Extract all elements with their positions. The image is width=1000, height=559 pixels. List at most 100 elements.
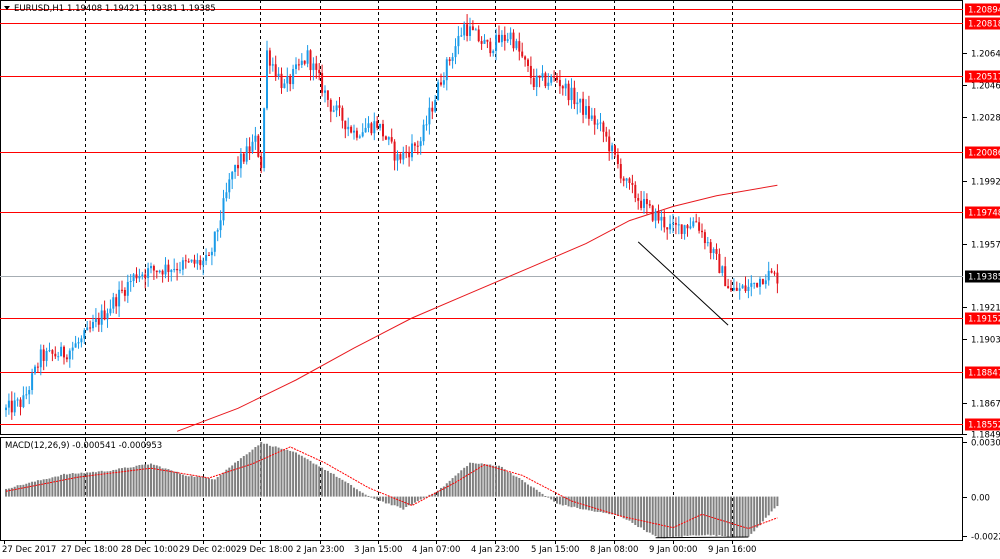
macd-bar <box>277 447 280 497</box>
macd-bar <box>413 496 416 503</box>
macd-bar <box>332 473 335 497</box>
candle-body <box>358 136 361 138</box>
candle-body <box>776 272 779 284</box>
candle-body <box>115 297 118 307</box>
macd-bar <box>39 480 42 497</box>
candle-body <box>402 151 405 160</box>
macd-bar <box>558 496 561 505</box>
candle-body <box>550 76 553 83</box>
candle-body <box>454 46 457 58</box>
macd-bar <box>405 496 408 508</box>
macd-bar <box>135 465 138 497</box>
triangle-down-icon[interactable] <box>4 6 10 10</box>
macd-bar <box>260 441 263 497</box>
candle-body <box>83 330 86 339</box>
macd-bar <box>643 496 645 530</box>
candle-body <box>416 145 419 147</box>
macd-bar <box>274 446 277 497</box>
candle-body <box>457 35 460 47</box>
macd-bar <box>173 471 176 497</box>
macd-bar <box>184 475 187 497</box>
macd-bar <box>335 476 338 497</box>
x-tick-label: 8 Jan 08:00 <box>590 545 638 555</box>
macd-bar <box>730 496 732 537</box>
candle-body <box>619 164 622 179</box>
macd-bar <box>695 496 698 536</box>
candle-body <box>471 26 474 30</box>
candle-body <box>738 288 741 291</box>
macd-bar <box>80 472 83 497</box>
candle-body <box>663 216 666 228</box>
candle-body <box>411 143 413 158</box>
macd-bar <box>422 496 425 499</box>
candle-body <box>585 106 587 115</box>
macd-bar <box>593 496 596 512</box>
price-panel-frame <box>0 0 963 435</box>
candle-body <box>13 400 16 413</box>
macd-bar <box>408 496 411 506</box>
macd-bar <box>625 496 628 520</box>
macd-bar <box>460 470 463 497</box>
candle-body <box>683 225 686 234</box>
macd-bar <box>97 471 100 497</box>
macd-bar <box>683 496 686 536</box>
candle-body <box>741 285 744 289</box>
macd-bar <box>524 482 527 497</box>
macd-bar <box>16 485 19 497</box>
candle-body <box>622 178 625 181</box>
macd-bar <box>355 489 358 497</box>
macd-bar <box>445 483 448 497</box>
macd-bar <box>109 471 112 497</box>
candle-body <box>648 204 651 206</box>
candle-body <box>132 274 135 282</box>
price-level-tag <box>965 206 1000 219</box>
macd-bar <box>457 473 460 497</box>
macd-bar <box>77 473 80 497</box>
price-level-label: 1.20086 <box>968 149 1000 159</box>
candle-body <box>376 121 379 128</box>
macd-bar <box>498 465 500 497</box>
macd-bar <box>535 489 538 497</box>
candle-body <box>541 73 544 78</box>
current-price-label: 1.19385 <box>968 273 1000 283</box>
macd-bar <box>387 496 390 504</box>
macd-bar <box>570 496 573 508</box>
macd-bar <box>741 496 744 538</box>
candle-body <box>773 272 776 274</box>
macd-bar <box>138 465 141 497</box>
candle-body <box>445 59 448 81</box>
macd-bar <box>616 496 619 516</box>
candle-body <box>732 287 735 291</box>
moving-average-line <box>176 184 778 432</box>
macd-bar <box>344 481 347 497</box>
macd-bar <box>268 445 271 497</box>
macd-bar <box>448 480 451 497</box>
candle-body <box>34 366 36 374</box>
macd-bar <box>300 455 303 497</box>
candle-body <box>556 77 558 80</box>
candle-body <box>451 57 454 61</box>
macd-bar <box>474 463 477 497</box>
macd-bar <box>466 466 469 497</box>
candle-body <box>10 400 13 413</box>
candle-body <box>39 349 42 368</box>
macd-bar <box>471 462 474 497</box>
macd-bar <box>205 477 208 497</box>
macd-bar <box>538 491 541 497</box>
current-price-tag <box>965 270 1000 283</box>
macd-bar <box>492 465 495 497</box>
macd-bar <box>640 496 643 528</box>
candle-body <box>164 264 167 275</box>
candle-body <box>399 154 402 160</box>
candle-body <box>129 281 132 283</box>
candle-body <box>567 83 570 101</box>
candle-body <box>628 178 631 183</box>
macd-bar <box>283 449 286 497</box>
macd-bar <box>773 496 776 509</box>
macd-bar <box>57 476 60 497</box>
macd-signal-line <box>5 446 778 530</box>
macd-bar <box>34 481 36 497</box>
macd-bar <box>437 490 440 497</box>
macd-bar <box>703 496 706 536</box>
candle-body <box>271 64 274 66</box>
